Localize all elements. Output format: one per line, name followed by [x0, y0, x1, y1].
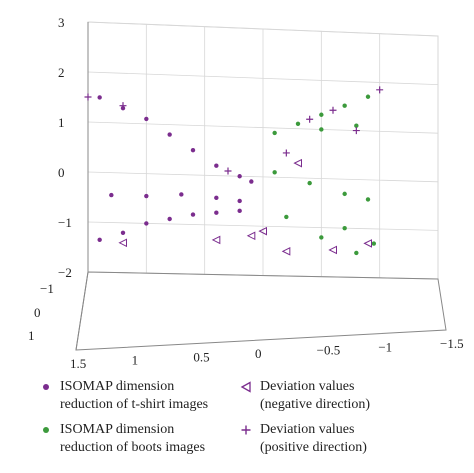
data-point: [167, 132, 172, 137]
data-point: [84, 93, 92, 101]
z-tick-label: 2: [58, 65, 65, 80]
z-tick-label: 0: [58, 165, 65, 180]
legend-marker-plus-icon: [238, 422, 254, 438]
data-point: [354, 250, 359, 256]
x-tick-label: −1: [378, 339, 392, 354]
legend-item-positive-deviation: Deviation values (positive direction): [238, 421, 367, 457]
data-point: [284, 214, 289, 220]
data-point: [167, 216, 172, 222]
data-point: [97, 237, 102, 242]
y-tick-label: 0: [34, 305, 41, 320]
data-point: [307, 180, 312, 186]
data-point: [119, 102, 127, 110]
legend-label-positive-line2: (positive direction): [260, 440, 367, 455]
data-point: [258, 226, 267, 236]
data-point: [272, 170, 277, 175]
data-point: [214, 163, 219, 168]
legend-item-boots: ISOMAP dimension reduction of boots imag…: [38, 421, 205, 457]
scatter-3d-plot: 3 2 1 0 −1 −2 1.5 1 0.5 0 −0.5 −1 −1.5 −1 0 1: [28, 15, 464, 371]
data-point: [109, 192, 114, 198]
x-tick-label: 1: [132, 353, 139, 368]
legend-label-tshirt-line1: ISOMAP dimension: [60, 379, 175, 394]
legend-label-tshirt-line2: reduction of t-shirt images: [60, 397, 209, 412]
data-point: [281, 247, 291, 256]
data-point: [282, 149, 290, 157]
data-point: [97, 95, 102, 100]
z-tick-label: 3: [58, 15, 65, 30]
z-tick-label: −1: [58, 215, 72, 230]
data-point: [144, 193, 149, 199]
data-point: [249, 179, 254, 184]
axes-box: [75, 21, 447, 351]
data-point: [120, 230, 126, 236]
z-tick-label: 1: [58, 115, 65, 130]
data-point: [237, 208, 242, 214]
data-point: [237, 198, 242, 204]
data-point: [190, 147, 196, 153]
axes-floor: [75, 271, 447, 351]
x-tick-label: 1.5: [70, 356, 86, 371]
legend-label-positive-line1: Deviation values: [260, 422, 355, 437]
data-point: [214, 195, 219, 201]
y-tick-label: −1: [40, 281, 54, 296]
data-point: [224, 167, 232, 175]
legend-label-boots-line1: ISOMAP dimension: [60, 422, 175, 437]
data-point: [118, 238, 127, 248]
data-point: [365, 197, 371, 202]
legend-marker-tshirt: [38, 379, 54, 395]
data-point: [295, 121, 301, 127]
legend-label-negative-line2: (negative direction): [260, 397, 371, 412]
y-tick-label: 1: [28, 328, 35, 343]
data-point: [319, 112, 324, 117]
data-point: [319, 127, 324, 132]
data-point: [144, 116, 149, 122]
data-point: [319, 235, 324, 240]
data-point: [190, 212, 196, 217]
data-point: [179, 192, 184, 197]
data-point: [363, 239, 372, 248]
data-points: [84, 86, 384, 256]
data-point: [342, 103, 347, 108]
data-point: [328, 245, 337, 255]
legend-label-boots-line2: reduction of boots images: [60, 440, 206, 455]
legend-marker-boots: [38, 422, 54, 438]
data-point: [211, 235, 221, 245]
data-point: [342, 225, 347, 231]
data-point: [306, 115, 314, 123]
x-tick-label: 0: [255, 346, 262, 361]
legend-marker-triangle-icon: [238, 379, 254, 395]
data-point: [237, 174, 242, 179]
data-point: [352, 127, 360, 135]
data-point: [371, 241, 377, 246]
z-tick-label: −2: [58, 265, 72, 280]
legend-item-tshirt: ISOMAP dimension reduction of t-shirt im…: [38, 378, 208, 414]
legend-item-negative-deviation: Deviation values (negative direction): [238, 378, 370, 414]
legend-label-negative-line1: Deviation values: [260, 379, 355, 394]
data-point: [342, 191, 347, 197]
x-tick-label: −1.5: [440, 336, 464, 351]
data-point: [214, 210, 219, 215]
data-point: [365, 94, 371, 99]
data-point: [354, 123, 359, 128]
data-point: [376, 86, 384, 94]
data-point: [329, 106, 337, 114]
data-point: [144, 221, 149, 226]
x-tick-label: −0.5: [317, 343, 341, 358]
data-point: [272, 130, 277, 136]
data-point: [246, 231, 256, 241]
y-axis-line: [75, 271, 89, 351]
tick-labels: 3 2 1 0 −1 −2 1.5 1 0.5 0 −0.5 −1 −1.5 −1 0 1: [28, 15, 464, 371]
data-point: [293, 158, 302, 168]
legend: ISOMAP dimension reduction of t-shirt im…: [0, 376, 474, 473]
x-tick-label: 0.5: [193, 349, 209, 364]
